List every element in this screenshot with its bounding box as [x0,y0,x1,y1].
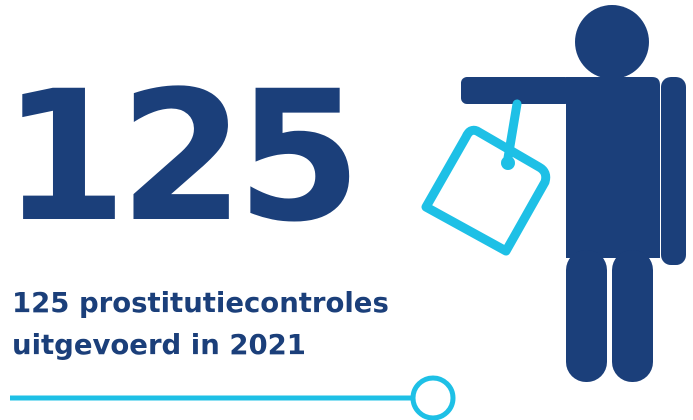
caption-line-1: 125 prostitutiecontroles [12,287,389,319]
person-icon [461,5,686,382]
caption: 125 prostitutiecontroles uitgevoerd in 2… [12,282,482,366]
caption-line-2: uitgevoerd in 2021 [12,329,306,361]
timeline-line-icon [10,375,456,420]
price-tag-icon [421,99,551,256]
headline-number: 125 [2,53,362,262]
